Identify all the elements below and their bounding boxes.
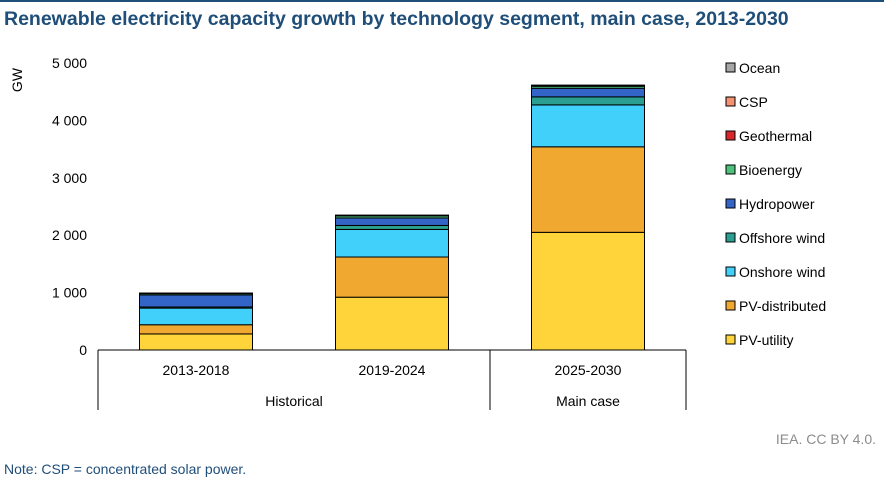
legend-label-offshore-wind: Offshore wind bbox=[739, 230, 825, 246]
legend-label-bioenergy: Bioenergy bbox=[739, 162, 802, 178]
bar-segment-pv-utility bbox=[335, 296, 449, 351]
legend-swatch-ocean bbox=[725, 62, 736, 73]
y-axis-label: GW bbox=[9, 67, 25, 92]
bar-segment-onshore-wind bbox=[531, 104, 645, 148]
x-tick-label: 2019-2024 bbox=[359, 362, 426, 378]
chart-title: Renewable electricity capacity growth by… bbox=[4, 8, 789, 30]
y-tick-label: 2 000 bbox=[52, 227, 87, 243]
chart-area: 0 1 000 2 000 3 000 4 000 5 000 GW 2013-2018 201… bbox=[9, 55, 826, 410]
x-tick-label: 2013-2018 bbox=[163, 362, 230, 378]
bar-segment-onshore-wind bbox=[335, 228, 449, 258]
legend-swatch-onshore-wind bbox=[725, 266, 736, 277]
legend-swatch-geothermal bbox=[725, 130, 736, 141]
bar-segment-csp bbox=[531, 84, 645, 87]
legend-label-pv-utility: PV-utility bbox=[739, 332, 793, 348]
title-rule bbox=[0, 0, 884, 2]
legend-label-ocean: Ocean bbox=[739, 60, 780, 76]
footnote: Note: CSP = concentrated solar power. bbox=[4, 461, 247, 477]
bar-segment-pv-utility bbox=[531, 231, 645, 351]
y-tick-label: 0 bbox=[79, 342, 87, 358]
legend-swatch-bioenergy bbox=[725, 164, 736, 175]
bar-segment-hydropower bbox=[139, 294, 253, 308]
x-tick-label: 2025-2030 bbox=[555, 362, 622, 378]
y-tick-label: 4 000 bbox=[52, 112, 87, 128]
y-tick-label: 5 000 bbox=[52, 55, 87, 71]
bar-segment-csp bbox=[139, 292, 253, 295]
legend-label-csp: CSP bbox=[739, 94, 768, 110]
legend-swatch-csp bbox=[725, 96, 736, 107]
legend-label-onshore-wind: Onshore wind bbox=[739, 264, 825, 280]
legend-swatch-pv-utility bbox=[725, 334, 736, 345]
bar-segment-offshore-wind bbox=[531, 96, 645, 106]
bar-segment-csp bbox=[335, 214, 449, 217]
legend-swatch-pv-distributed bbox=[725, 300, 736, 311]
legend-swatch-offshore-wind bbox=[725, 232, 736, 243]
bar-segment-offshore-wind bbox=[335, 224, 449, 230]
x-group-label: Main case bbox=[556, 393, 620, 409]
legend-label-geothermal: Geothermal bbox=[739, 128, 812, 144]
bar-segment-pv-distributed bbox=[139, 324, 253, 335]
bar-segment-pv-distributed bbox=[335, 256, 449, 298]
legend-label-pv-distributed: PV-distributed bbox=[739, 298, 826, 314]
bar-segment-hydropower bbox=[531, 87, 645, 98]
bar-segment-pv-utility bbox=[139, 333, 253, 351]
y-tick-label: 3 000 bbox=[52, 170, 87, 186]
bar-segment-onshore-wind bbox=[139, 307, 253, 326]
legend-label-hydropower: Hydropower bbox=[739, 196, 815, 212]
y-tick-label: 1 000 bbox=[52, 285, 87, 301]
source-credit: IEA. CC BY 4.0. bbox=[775, 431, 876, 447]
bar-segment-hydropower bbox=[335, 217, 449, 226]
bar-segment-pv-distributed bbox=[531, 146, 645, 233]
x-group-label: Historical bbox=[265, 393, 323, 409]
legend-swatch-hydropower bbox=[725, 198, 736, 209]
